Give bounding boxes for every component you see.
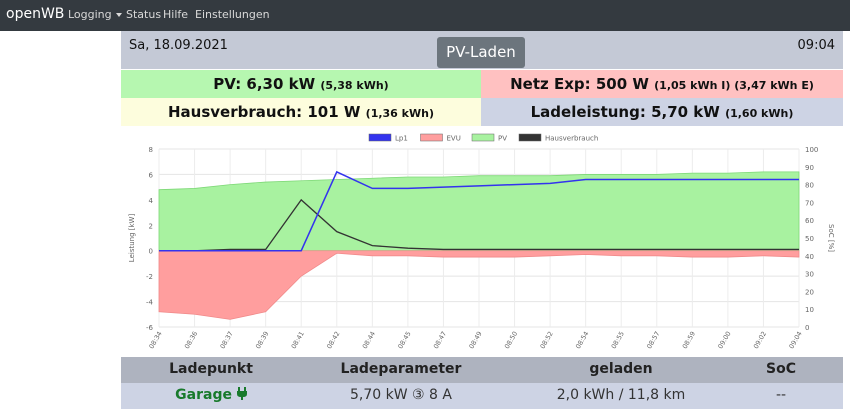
netz-sub: (1,05 kWh I) (3,47 kWh E) [654, 79, 814, 92]
x-tick-label: 08:44 [361, 330, 377, 350]
y-right-tick-label: 100 [805, 146, 818, 154]
x-tick-label: 08:49 [467, 330, 483, 350]
plug-icon [236, 387, 247, 400]
y-left-tick-label: 2 [149, 222, 153, 230]
legend-swatch [471, 133, 495, 142]
y-right-tick-label: 50 [805, 235, 814, 243]
haus-summary: Hausverbrauch: 101 W (1,36 kWh) [121, 98, 481, 126]
chart-legend: Lp1 EVU PV Hausverbrauch [368, 133, 598, 143]
x-tick-label: 09:00 [716, 330, 732, 350]
soc-value: -- [775, 387, 787, 403]
navbar: openWB Logging Status Hilfe Einstellunge… [0, 0, 850, 31]
x-tick-label: 08:47 [432, 330, 448, 350]
geladen-value: 2,0 kWh / 11,8 km [556, 387, 686, 403]
y-right-tick-label: 70 [805, 199, 814, 207]
series-evu-area [158, 250, 800, 320]
brand-logo[interactable]: openWB [6, 6, 65, 22]
y-left-tick-label: -4 [146, 299, 154, 307]
x-tick-label: 08:57 [645, 330, 661, 350]
netz-main: Netz Exp: 500 W [510, 75, 649, 93]
x-tick-label: 08:34 [147, 330, 163, 350]
x-tick-label: 08:52 [539, 330, 555, 350]
ladepunkt-label: Garage [175, 387, 232, 403]
y-left-tick-label: -2 [146, 273, 153, 281]
x-tick-label: 08:41 [290, 330, 306, 350]
netz-summary: Netz Exp: 500 W (1,05 kWh I) (3,47 kWh E… [481, 70, 843, 98]
series-hausverbrauch-line [159, 198, 799, 252]
x-tick-label: 09:02 [752, 330, 768, 350]
nav-status[interactable]: Status [126, 8, 162, 21]
time-label: 09:04 [797, 38, 835, 53]
nav-einstellungen[interactable]: Einstellungen [195, 8, 270, 21]
th-ladeparameter: Ladeparameter [340, 361, 462, 377]
legend-label: PV [498, 135, 507, 143]
chart-lines [159, 170, 799, 252]
legend-label: EVU [447, 135, 461, 143]
y-left-tick-label: 6 [149, 171, 154, 179]
x-tick-label: 08:50 [503, 330, 519, 350]
nav-hilfe[interactable]: Hilfe [163, 8, 189, 21]
series-pv-area [158, 171, 800, 252]
caret-down-icon [115, 13, 122, 17]
legend-swatch [420, 133, 443, 142]
mode-button[interactable]: PV-Laden [437, 37, 525, 68]
x-tick-label: 08:37 [219, 330, 235, 350]
th-ladepunkt: Ladepunkt [169, 361, 253, 377]
ladeparameter-value: 5,70 kW ③ 8 A [350, 387, 452, 403]
legend-label: Lp1 [395, 135, 408, 143]
legend-swatch [368, 133, 392, 142]
haus-main: Hausverbrauch: 101 W [168, 103, 361, 121]
y-right-tick-label: 10 [805, 306, 814, 314]
power-chart: Lp1 EVU PV Hausverbrauch -6-4-2024680102030… [128, 133, 835, 350]
lade-summary: Ladeleistung: 5,70 kW (1,60 kWh) [481, 98, 843, 126]
lade-main: Ladeleistung: 5,70 kW [530, 103, 720, 121]
nav-logging-label: Logging [68, 8, 112, 21]
nav-logging[interactable]: Logging [68, 8, 122, 21]
series-lp1-line [159, 170, 799, 252]
x-tick-label: 08:59 [681, 330, 697, 350]
pv-summary: PV: 6,30 kW (5,38 kWh) [121, 70, 481, 98]
legend-label: Hausverbrauch [545, 135, 598, 143]
x-tick-label: 09:04 [787, 330, 803, 350]
x-tick-label: 08:36 [183, 330, 199, 350]
y-left-tick-label: -6 [146, 324, 154, 332]
y-right-axis-label: SoC [%] [827, 224, 835, 252]
ladepunkt-garage[interactable]: Garage [141, 387, 281, 403]
haus-sub: (1,36 kWh) [365, 107, 434, 120]
date-label: Sa, 18.09.2021 [129, 38, 228, 53]
y-right-tick-label: 0 [805, 324, 809, 332]
y-right-tick-label: 20 [805, 288, 814, 296]
pv-sub: (5,38 kWh) [320, 79, 389, 92]
y-right-tick-label: 90 [805, 164, 814, 172]
y-left-tick-label: 0 [149, 248, 153, 256]
th-geladen: geladen [589, 361, 653, 377]
y-right-tick-label: 80 [805, 182, 814, 190]
x-tick-label: 08:42 [325, 330, 341, 350]
x-tick-label: 08:55 [610, 330, 626, 350]
y-right-tick-label: 40 [805, 253, 814, 261]
pv-main: PV: 6,30 kW [213, 75, 316, 93]
chart-areas [158, 171, 800, 320]
table-row: Garage 5,70 kW ③ 8 A 2,0 kWh / 11,8 km -… [121, 383, 843, 409]
legend-swatch [518, 133, 542, 142]
x-tick-label: 08:54 [574, 330, 590, 350]
y-right-tick-label: 30 [805, 271, 814, 279]
th-soc: SoC [766, 361, 796, 377]
lade-sub: (1,60 kWh) [725, 107, 794, 120]
x-tick-label: 08:45 [396, 330, 412, 350]
y-left-tick-label: 8 [149, 146, 153, 154]
table-header: Ladepunkt Ladeparameter geladen SoC [121, 357, 843, 383]
y-right-tick-label: 60 [805, 217, 814, 225]
x-tick-label: 08:39 [254, 330, 270, 350]
y-left-tick-label: 4 [149, 197, 154, 205]
y-left-axis-label: Leistung [kW] [128, 214, 136, 263]
